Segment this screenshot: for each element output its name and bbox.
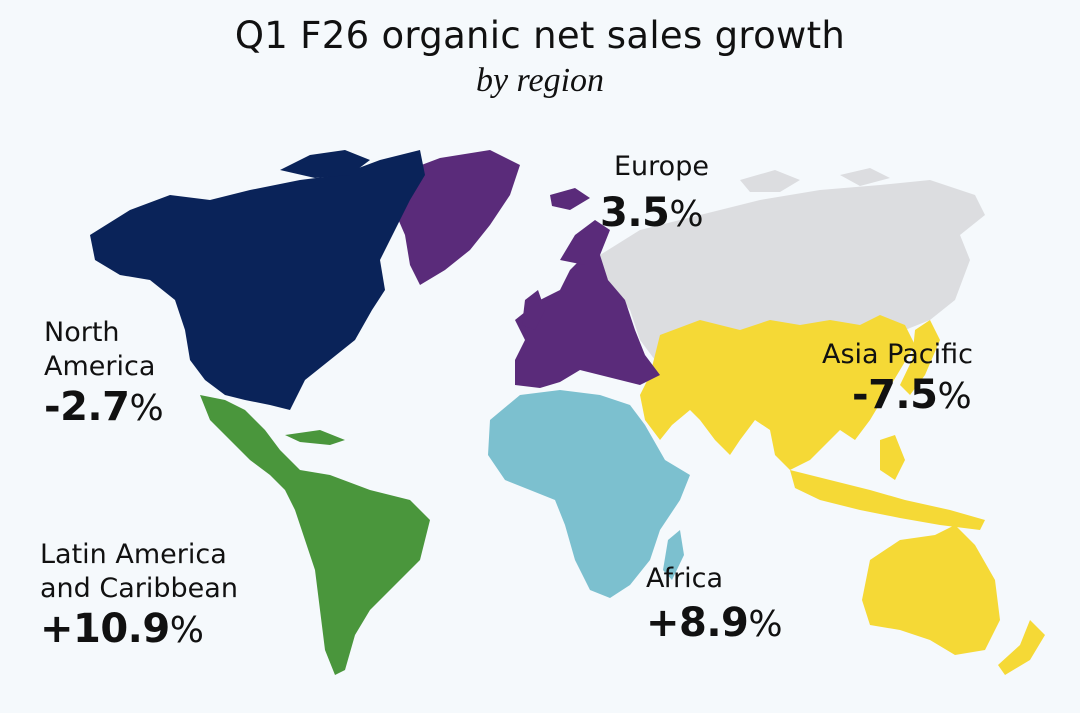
region-europe-uk — [522, 290, 545, 330]
latin-america-value: +10.9% — [40, 606, 204, 652]
label-africa: Africa +8.9% — [646, 562, 783, 648]
label-north-america: North America -2.7% — [44, 316, 164, 432]
region-africa-madagascar — [663, 530, 684, 580]
region-other-islands — [740, 168, 890, 192]
north-america-name-line2: America — [44, 351, 156, 382]
europe-name: Europe — [614, 151, 709, 182]
region-asia-pacific-japan — [900, 320, 940, 395]
region-asia-pacific-philippines — [880, 435, 905, 480]
region-other-russia — [600, 180, 985, 360]
latin-america-name-line1: Latin America — [40, 539, 227, 570]
asia-pacific-name: Asia Pacific — [822, 339, 973, 370]
north-america-value: -2.7% — [44, 384, 164, 430]
region-latin-america-caribbean — [285, 430, 345, 445]
region-africa — [488, 390, 690, 598]
asia-pacific-value: -7.5% — [852, 372, 972, 418]
africa-value: +8.9% — [646, 600, 783, 646]
region-europe-iceland — [550, 188, 590, 210]
region-north-america-arctic — [280, 150, 370, 178]
map-subtitle: by region — [475, 62, 605, 99]
region-europe-scandinavia — [560, 220, 610, 265]
map-title: Q1 F26 organic net sales growth — [234, 14, 846, 57]
region-asia-pacific-nz — [998, 620, 1045, 675]
region-asia-pacific-indonesia — [790, 470, 985, 530]
region-asia-pacific — [640, 315, 915, 470]
label-europe: Europe 3.5% — [600, 150, 709, 238]
africa-name: Africa — [646, 563, 724, 594]
north-america-name-line1: North — [44, 317, 120, 348]
region-europe — [515, 255, 660, 388]
region-latin-america — [200, 395, 430, 675]
region-asia-pacific-australia — [862, 525, 1000, 655]
region-europe-greenland — [392, 150, 520, 285]
latin-america-name-line2: and Caribbean — [40, 573, 238, 604]
label-latin-america: Latin America and Caribbean +10.9% — [40, 538, 238, 654]
europe-value: 3.5% — [600, 190, 704, 236]
region-north-america — [90, 150, 425, 410]
label-asia-pacific: Asia Pacific -7.5% — [822, 338, 973, 420]
